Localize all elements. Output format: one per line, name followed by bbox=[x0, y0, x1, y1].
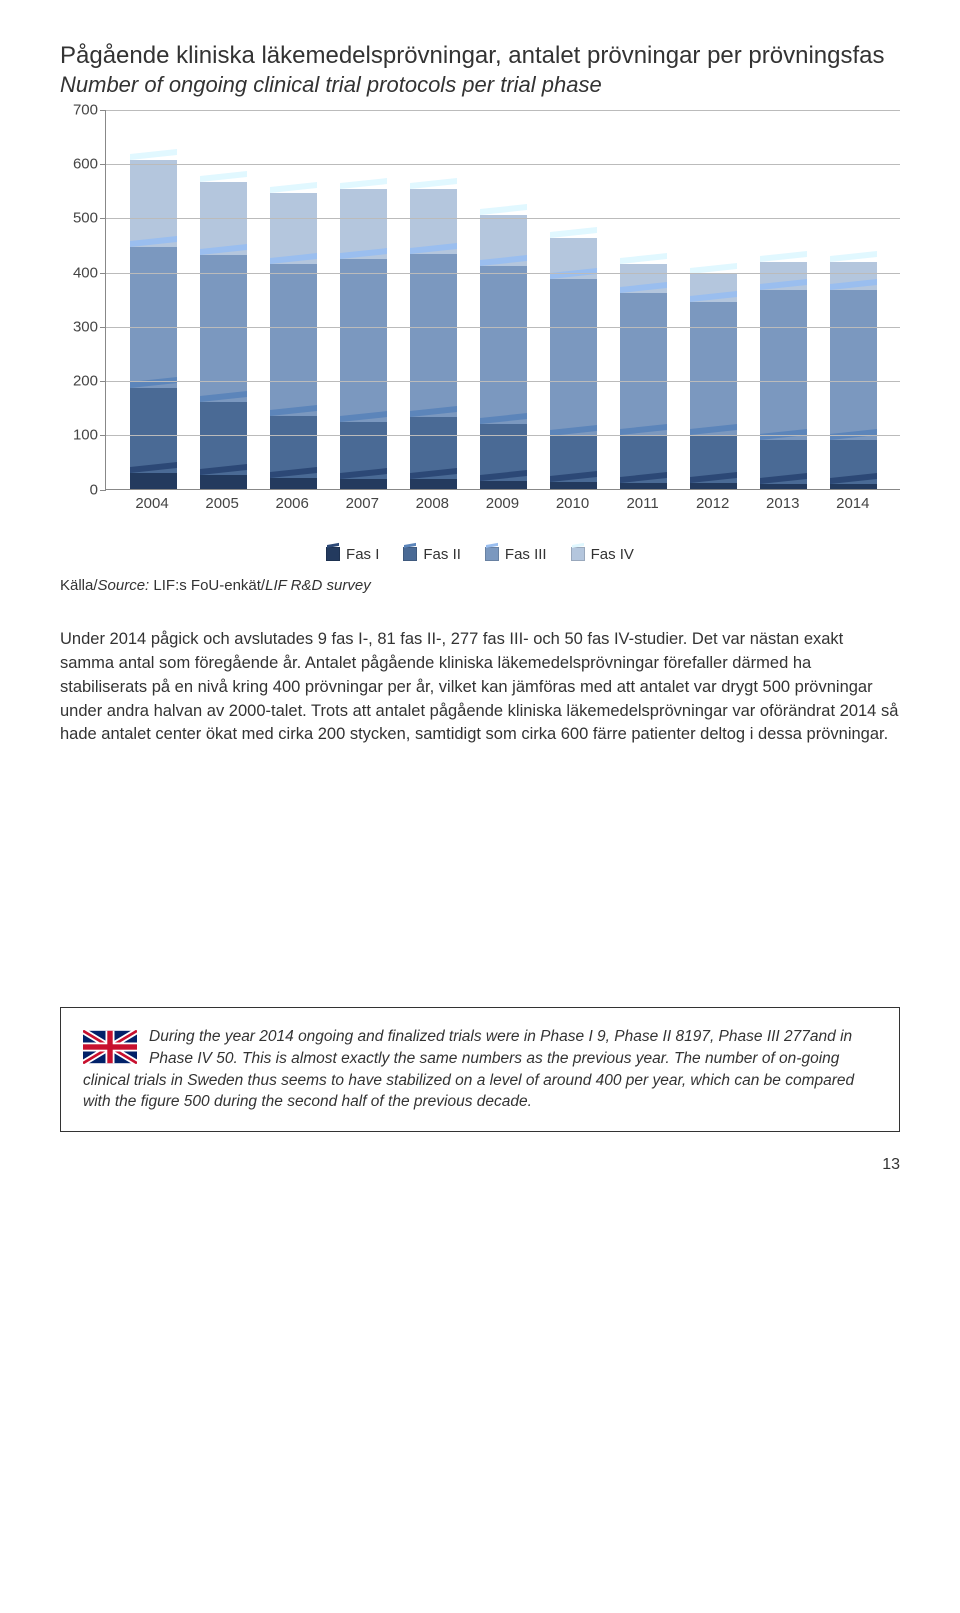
seg-fas_iii bbox=[130, 247, 177, 388]
y-tick-label: 100 bbox=[73, 427, 98, 444]
stacked-bar-chart: 0100200300400500600700 20042005200620072… bbox=[60, 110, 900, 540]
seg-fas_iii bbox=[480, 266, 527, 423]
swatch-fas-ii-icon bbox=[403, 547, 417, 561]
seg-fas_ii bbox=[130, 388, 177, 472]
seg-fas_i bbox=[550, 482, 597, 489]
seg-fas_i bbox=[270, 478, 317, 489]
seg-fas_iii bbox=[410, 254, 457, 417]
seg-fas_i bbox=[620, 483, 667, 488]
bar-2014 bbox=[830, 262, 877, 488]
y-tick-label: 300 bbox=[73, 318, 98, 335]
x-tick-label: 2007 bbox=[339, 495, 386, 512]
english-summary-box: During the year 2014 ongoing and finaliz… bbox=[60, 1007, 900, 1132]
x-tick-label: 2011 bbox=[619, 495, 666, 512]
y-tick-label: 200 bbox=[73, 373, 98, 390]
bar-2006 bbox=[270, 193, 317, 489]
bar-2007 bbox=[340, 189, 387, 489]
seg-fas_i bbox=[200, 475, 247, 489]
x-tick-label: 2010 bbox=[549, 495, 596, 512]
seg-fas_iii bbox=[690, 302, 737, 435]
x-tick-label: 2012 bbox=[689, 495, 736, 512]
x-tick-label: 2014 bbox=[829, 495, 876, 512]
bar-2009 bbox=[480, 215, 527, 489]
uk-flag-icon bbox=[83, 1030, 137, 1064]
seg-fas_i bbox=[830, 484, 877, 489]
seg-fas_iii bbox=[200, 255, 247, 402]
seg-fas_iii bbox=[620, 293, 667, 434]
legend-fas-ii: Fas II bbox=[403, 546, 461, 563]
x-tick-label: 2005 bbox=[199, 495, 246, 512]
chart-legend: Fas I Fas II Fas III Fas IV bbox=[60, 546, 900, 563]
seg-fas_iii bbox=[550, 279, 597, 436]
y-tick-label: 400 bbox=[73, 264, 98, 281]
swatch-fas-iv-icon bbox=[571, 547, 585, 561]
legend-label-fas-i: Fas I bbox=[346, 546, 379, 563]
source-italic1: Source: bbox=[98, 577, 150, 594]
seg-fas_iii bbox=[830, 290, 877, 440]
seg-fas_i bbox=[760, 484, 807, 489]
source-italic2: LIF R&D survey bbox=[265, 577, 371, 594]
bar-2010 bbox=[550, 238, 597, 489]
x-tick-label: 2006 bbox=[269, 495, 316, 512]
bar-2013 bbox=[760, 262, 807, 488]
y-tick-label: 700 bbox=[73, 101, 98, 118]
bar-2005 bbox=[200, 182, 247, 489]
bar-2011 bbox=[620, 264, 667, 489]
y-tick-label: 600 bbox=[73, 156, 98, 173]
x-tick-label: 2009 bbox=[479, 495, 526, 512]
english-summary-text: During the year 2014 ongoing and finaliz… bbox=[83, 1026, 877, 1113]
seg-fas_i bbox=[480, 481, 527, 489]
seg-fas_iii bbox=[270, 264, 317, 416]
seg-fas_i bbox=[690, 483, 737, 488]
swatch-fas-iii-icon bbox=[485, 547, 499, 561]
y-tick-label: 0 bbox=[90, 481, 98, 498]
legend-fas-i: Fas I bbox=[326, 546, 379, 563]
chart-title-sv: Pågående kliniska läkemedelsprövningar, … bbox=[60, 40, 900, 71]
page-number: 13 bbox=[60, 1156, 900, 1174]
x-tick-label: 2004 bbox=[129, 495, 176, 512]
legend-label-fas-ii: Fas II bbox=[423, 546, 461, 563]
chart-title-en: Number of ongoing clinical trial protoco… bbox=[60, 71, 900, 100]
legend-label-fas-iii: Fas III bbox=[505, 546, 547, 563]
seg-fas_iv bbox=[130, 160, 177, 247]
seg-fas_i bbox=[340, 479, 387, 489]
legend-fas-iii: Fas III bbox=[485, 546, 547, 563]
body-paragraph-sv: Under 2014 pågick och avslutades 9 fas I… bbox=[60, 628, 900, 748]
y-tick-label: 500 bbox=[73, 210, 98, 227]
legend-fas-iv: Fas IV bbox=[571, 546, 634, 563]
seg-fas_iii bbox=[340, 259, 387, 422]
bar-2004 bbox=[130, 160, 177, 488]
seg-fas_iii bbox=[760, 290, 807, 440]
x-tick-label: 2013 bbox=[759, 495, 806, 512]
swatch-fas-i-icon bbox=[326, 547, 340, 561]
bar-2008 bbox=[410, 189, 457, 489]
chart-source: Källa/Source: LIF:s FoU-enkät/LIF R&D su… bbox=[60, 577, 900, 594]
seg-fas_i bbox=[410, 479, 457, 489]
source-mid: LIF:s FoU-enkät/ bbox=[149, 577, 265, 594]
x-tick-label: 2008 bbox=[409, 495, 456, 512]
source-prefix: Källa/ bbox=[60, 577, 98, 594]
legend-label-fas-iv: Fas IV bbox=[591, 546, 634, 563]
seg-fas_i bbox=[130, 473, 177, 489]
